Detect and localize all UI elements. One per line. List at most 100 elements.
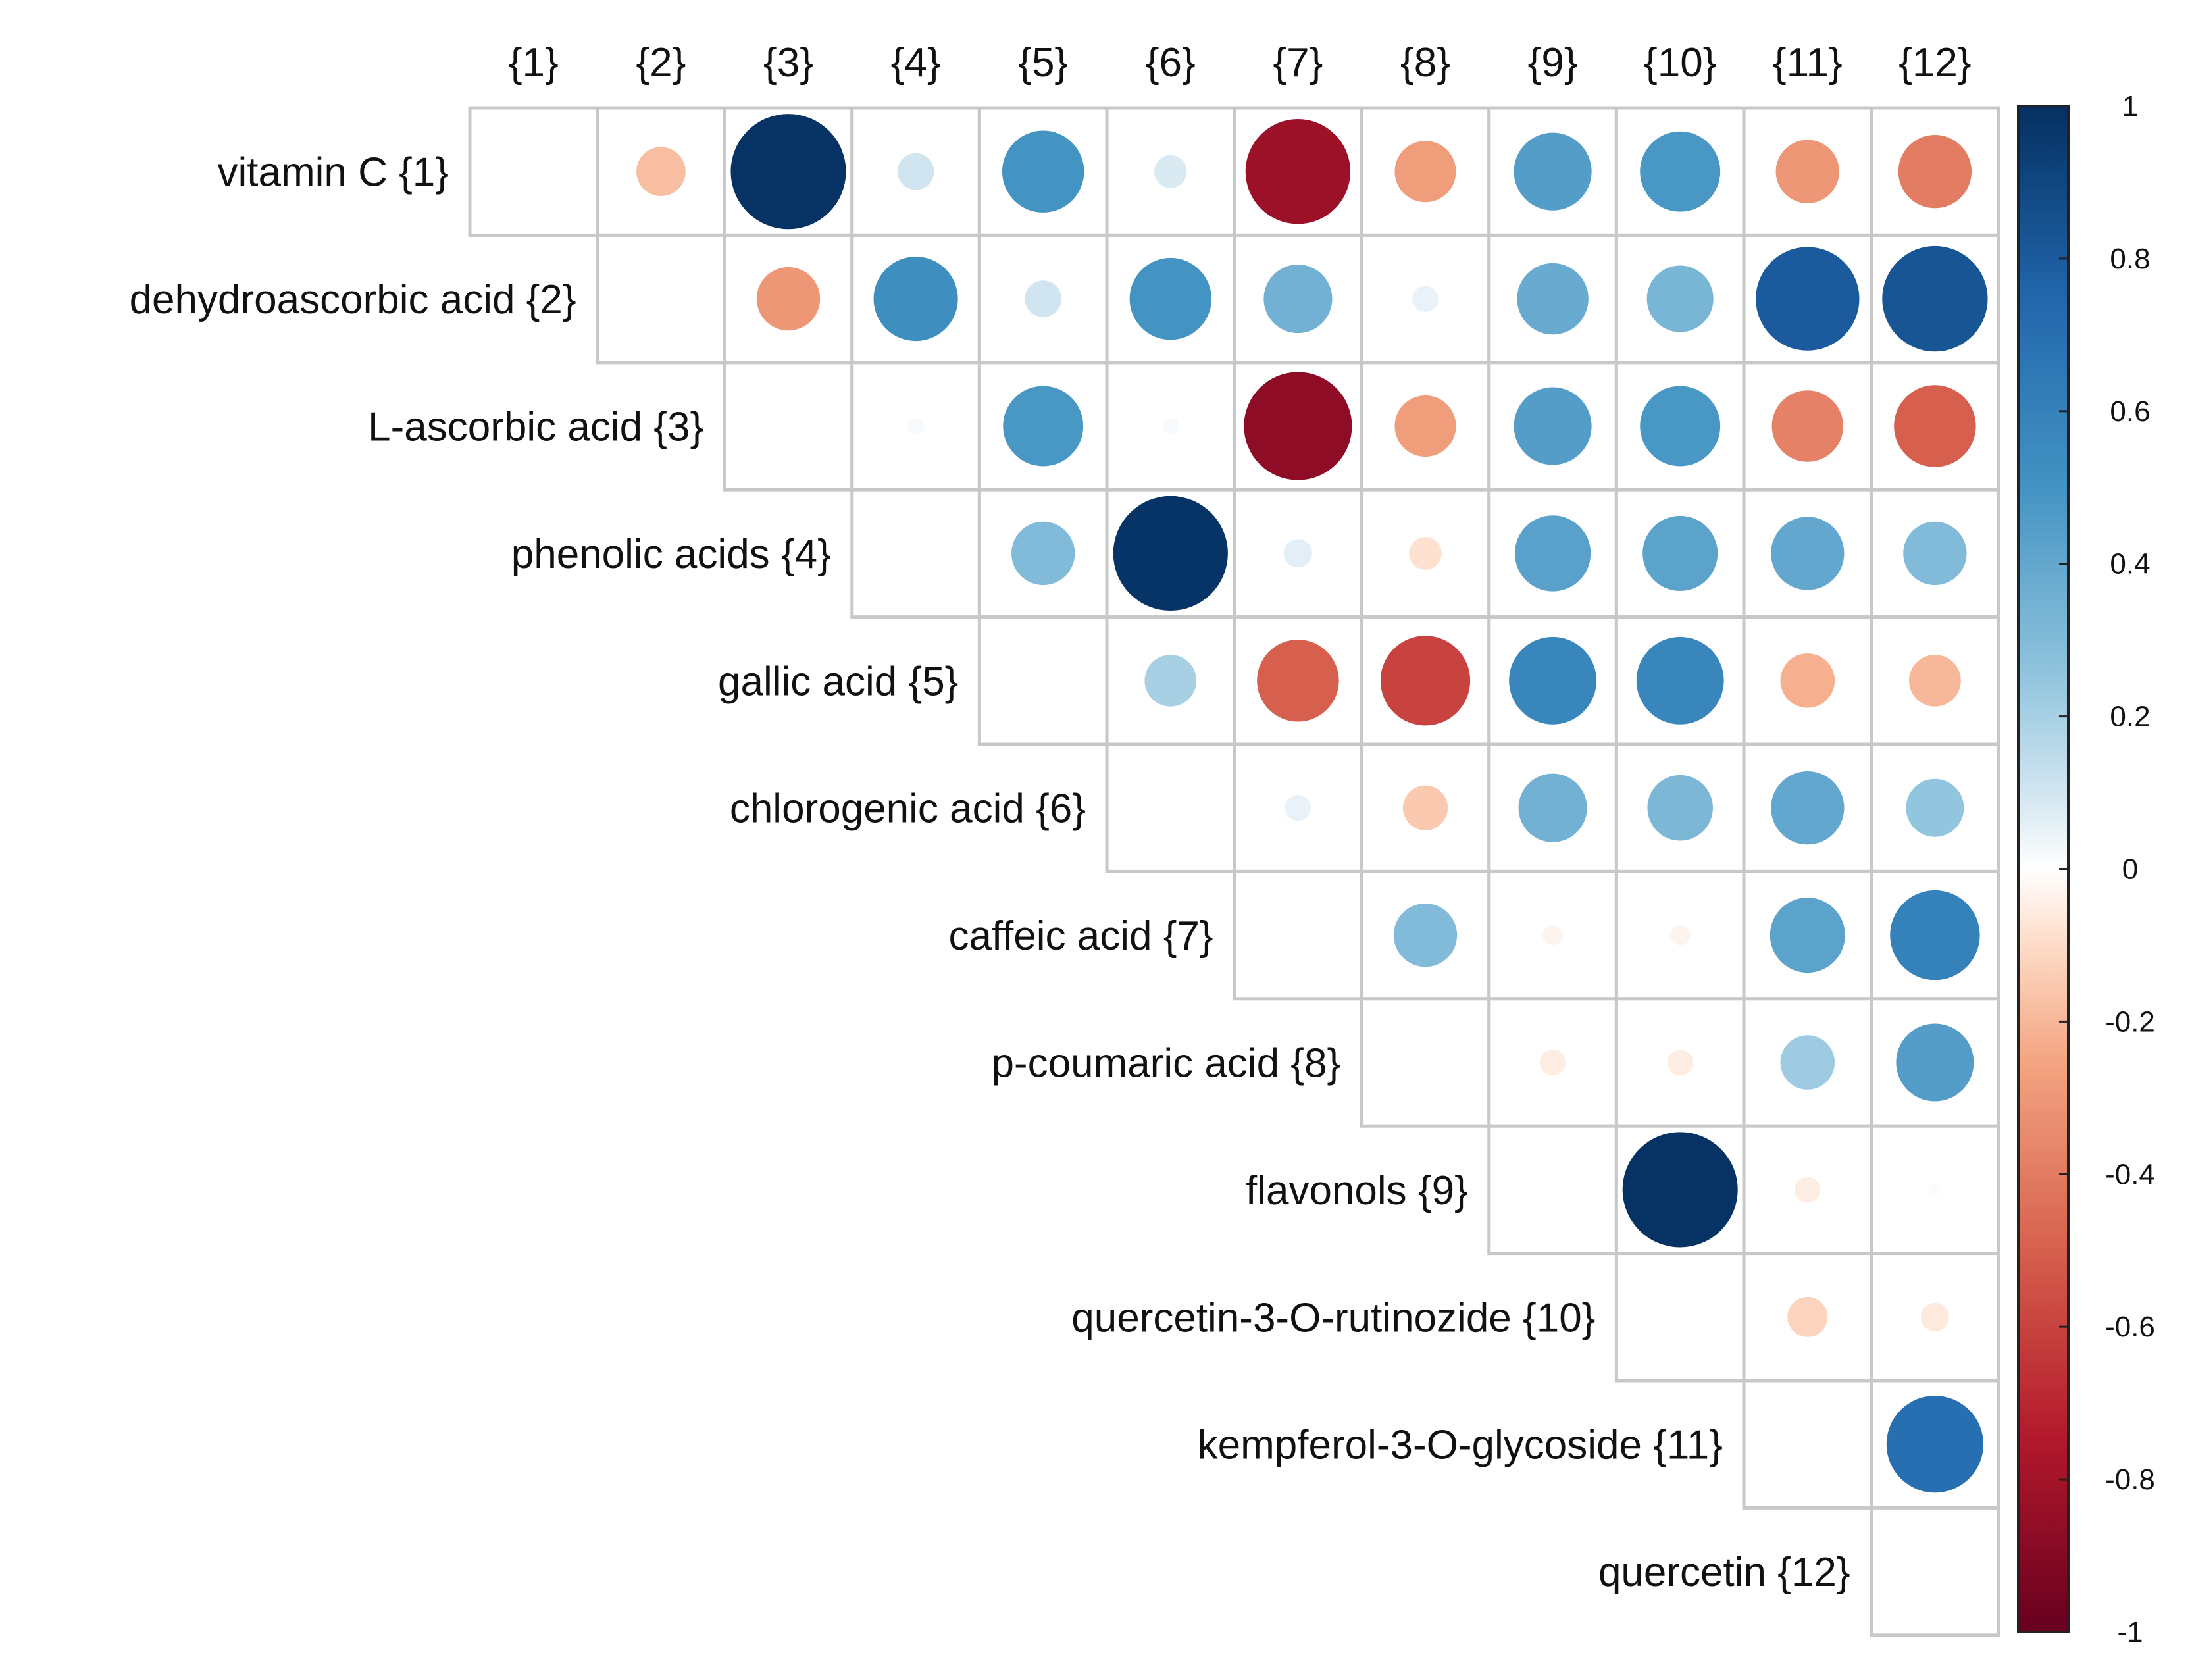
column-label: {2}: [636, 40, 686, 86]
corr-circle-4-8: [1409, 537, 1442, 570]
corr-circle-1-10: [1640, 131, 1721, 212]
row-label: quercetin-3-O-rutinozide {10}: [1071, 1295, 1595, 1340]
cell-2-2: [596, 233, 726, 365]
corr-circle-10-12: [1920, 1302, 1949, 1331]
colorbar-tick-label: 0.6: [2110, 395, 2150, 428]
corr-circle-4-5: [1011, 521, 1075, 586]
colorbar-tick-label: 0.2: [2110, 701, 2150, 733]
corr-circle-5-8: [1380, 636, 1471, 726]
corr-circle-5-10: [1636, 636, 1724, 725]
corr-circle-8-10: [1667, 1049, 1693, 1076]
corr-circle-2-11: [1756, 247, 1860, 351]
grid-layer: [468, 106, 2000, 1637]
corr-circle-6-10: [1647, 775, 1713, 841]
cell-10-10: [1614, 1252, 1746, 1383]
colorbar-tick-label: -0.4: [2105, 1158, 2155, 1190]
corr-circle-5-7: [1257, 640, 1339, 722]
column-label: {11}: [1773, 40, 1843, 86]
corr-circle-3-5: [1003, 386, 1084, 467]
corr-circle-2-3: [756, 267, 821, 331]
corr-circle-4-6: [1113, 496, 1228, 611]
cell-8-8: [1360, 997, 1491, 1128]
corr-circle-3-11: [1771, 390, 1844, 462]
column-label: {12}: [1898, 40, 1971, 86]
corr-circle-4-11: [1771, 517, 1845, 590]
row-label: dehydroascorbic acid {2}: [130, 277, 576, 322]
corr-circle-1-7: [1245, 119, 1351, 224]
cell-12-12: [1870, 1506, 2000, 1637]
colorbar-tick-label: -1: [2117, 1616, 2143, 1648]
cell-9-9: [1487, 1124, 1618, 1256]
corr-circle-8-11: [1780, 1035, 1835, 1090]
cell-11-11: [1742, 1379, 1873, 1510]
corr-circle-4-9: [1514, 515, 1591, 592]
cell-3-3: [723, 361, 854, 492]
corr-circle-3-6: [1162, 418, 1179, 434]
corr-circle-3-9: [1514, 387, 1592, 465]
corr-circle-9-11: [1795, 1177, 1821, 1203]
corr-circle-5-9: [1509, 636, 1597, 725]
colorbar-tick-label: -0.2: [2105, 1005, 2155, 1038]
row-label: phenolic acids {4}: [511, 532, 831, 577]
corr-circle-9-10: [1622, 1132, 1738, 1248]
corr-circle-4-10: [1642, 515, 1718, 591]
corr-circle-9-12: [1929, 1184, 1941, 1196]
row-label: chlorogenic acid {6}: [730, 786, 1086, 832]
corr-circle-3-4: [907, 418, 925, 434]
row-label: caffeic acid {7}: [948, 913, 1213, 959]
corr-circle-3-7: [1244, 372, 1352, 480]
corr-circle-6-12: [1906, 778, 1964, 837]
corr-circle-7-12: [1890, 890, 1980, 980]
corr-circle-7-10: [1669, 925, 1691, 946]
corr-circle-1-12: [1898, 135, 1972, 209]
cell-1-1: [468, 106, 599, 237]
corr-circle-3-12: [1894, 385, 1976, 467]
column-label: {4}: [891, 40, 941, 86]
corr-circle-2-7: [1263, 265, 1333, 334]
corr-circle-1-8: [1394, 141, 1456, 203]
corr-circle-2-5: [1025, 280, 1062, 317]
corr-circle-2-12: [1882, 245, 1988, 352]
corr-circle-4-7: [1283, 539, 1312, 568]
corr-circle-1-9: [1514, 132, 1592, 211]
corr-circle-10-11: [1787, 1296, 1828, 1337]
corr-circle-1-5: [1002, 130, 1084, 213]
corr-circle-5-12: [1909, 654, 1961, 707]
column-label: {7}: [1273, 40, 1323, 86]
corr-circle-3-8: [1394, 395, 1456, 457]
corr-circle-1-6: [1154, 155, 1187, 188]
row-label: quercetin {12}: [1598, 1550, 1850, 1595]
column-labels: {1} {2} {3} {4} {5} {6} {7} {8} {9} {10} {11} {12}: [509, 40, 1972, 86]
column-label: {10}: [1644, 40, 1716, 86]
cell-3-4: [850, 361, 981, 492]
colorbar-tick-label: 0.4: [2110, 548, 2150, 580]
corr-circle-6-8: [1402, 785, 1448, 830]
corr-circle-6-11: [1771, 771, 1845, 845]
column-label: {9}: [1528, 40, 1578, 86]
corr-circle-2-9: [1517, 263, 1589, 335]
corr-circle-8-9: [1539, 1049, 1566, 1076]
colorbar-tick-label: -0.8: [2105, 1464, 2155, 1496]
circle-layer: [636, 114, 1988, 1493]
cell-6-6: [1105, 742, 1236, 873]
row-label: gallic acid {5}: [718, 659, 958, 704]
cell-4-4: [850, 488, 981, 619]
corr-circle-11-12: [1886, 1396, 1984, 1493]
corr-circle-2-10: [1646, 265, 1714, 332]
corr-circle-1-11: [1775, 140, 1839, 203]
corr-circle-5-6: [1144, 654, 1197, 707]
corr-circle-6-9: [1518, 773, 1587, 842]
row-label: vitamin C {1}: [217, 150, 449, 195]
colorbar-tick-label: -0.6: [2105, 1311, 2155, 1343]
corr-circle-1-3: [730, 114, 846, 230]
row-label: L-ascorbic acid {3}: [368, 405, 703, 450]
row-label: p-coumaric acid {8}: [991, 1041, 1340, 1086]
column-label: {6}: [1146, 40, 1196, 86]
corr-circle-1-4: [897, 153, 934, 190]
colorbar: 1 0.8 0.6 0.4 0.2 0 -0.2 -0.4 -0.6 -0.8 -1: [2017, 90, 2155, 1648]
corr-circle-7-9: [1542, 925, 1563, 946]
cell-1-9: [1487, 106, 1618, 237]
corr-circle-5-11: [1780, 653, 1835, 708]
